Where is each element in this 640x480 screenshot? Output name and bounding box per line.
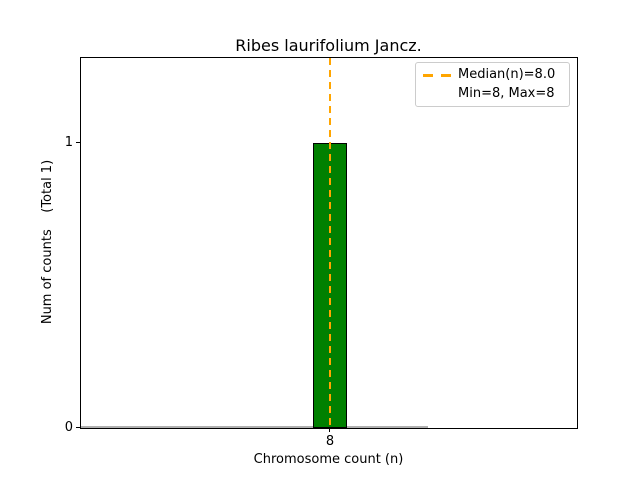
y-tick-label-0: 0	[64, 420, 73, 435]
legend-entry-minmax: Min=8, Max=8	[423, 85, 562, 104]
x-tick-mark-8	[329, 428, 331, 432]
empty-legend-swatch	[423, 93, 451, 96]
median-line-legend-swatch	[423, 73, 451, 77]
legend: Median(n)=8.0 Min=8, Max=8	[415, 62, 570, 107]
y-tick-mark-0	[76, 427, 80, 429]
y-axis-label: Num of counts (Total 1)	[40, 159, 55, 325]
y-tick-mark-1	[76, 142, 80, 144]
y-tick-label-1: 1	[64, 135, 73, 150]
legend-label-median: Median(n)=8.0	[458, 67, 556, 82]
x-tick-label-8: 8	[325, 434, 335, 449]
x-axis-label: Chromosome count (n)	[253, 452, 404, 467]
zero-height-bars-baseline	[81, 426, 428, 428]
chart-title: Ribes laurifolium Jancz.	[235, 36, 422, 55]
legend-label-minmax: Min=8, Max=8	[458, 86, 555, 101]
median-dashed-line	[329, 58, 331, 428]
plot-area: Median(n)=8.0 Min=8, Max=8	[80, 57, 578, 429]
legend-entry-median: Median(n)=8.0	[423, 66, 562, 85]
